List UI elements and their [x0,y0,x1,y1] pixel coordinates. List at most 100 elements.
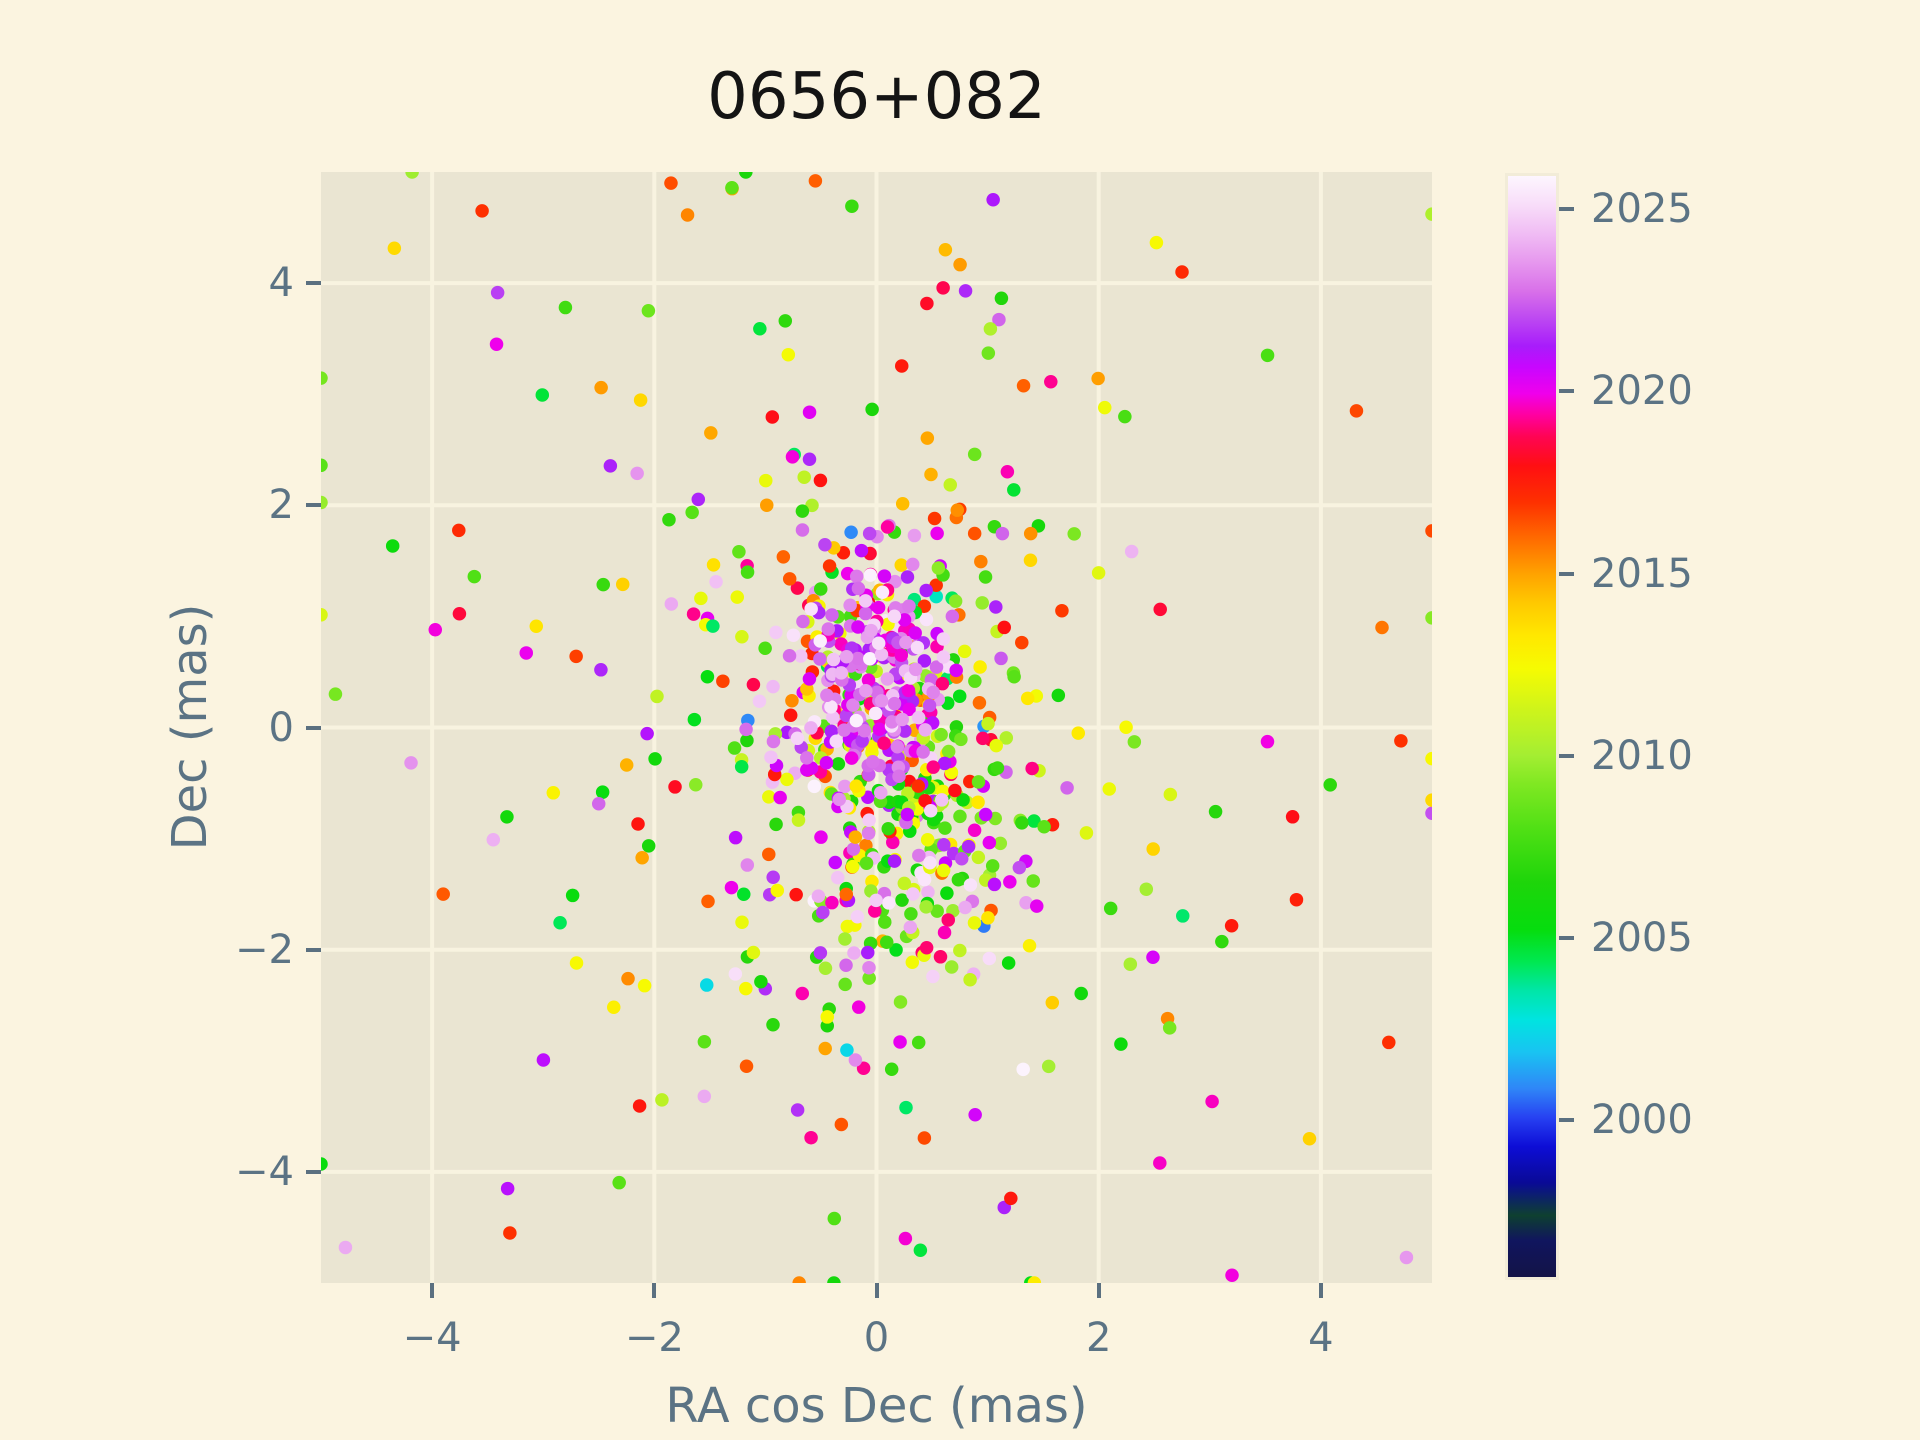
scatter-point [858,606,873,621]
scatter-point [753,321,767,336]
scatter-point [664,176,678,190]
scatter-point [1289,892,1304,907]
scatter-point [1001,956,1016,970]
scatter-point [1119,720,1133,735]
colorbar-tick-mark [1559,389,1574,394]
scatter-point [766,1018,780,1032]
scatter-point [911,779,926,793]
scatter-point [987,877,1002,892]
scatter-point [759,473,773,488]
scatter-point [820,688,834,703]
scatter-point [863,652,877,666]
scatter-point [880,672,895,686]
scatter-point [1045,995,1060,1010]
scatter-point [1375,620,1389,635]
scatter-point [791,813,806,827]
scatter-point [1016,378,1031,393]
scatter-point [900,807,915,822]
scatter-point [827,1211,842,1226]
scatter-point [838,977,852,992]
scatter-point [1026,874,1040,888]
scatter-point [887,609,902,624]
scatter-point [728,967,743,981]
scatter-point [974,554,988,569]
scatter-point [968,1107,982,1122]
scatter-point [1027,814,1041,828]
scatter-point [848,830,863,844]
scatter-point [922,698,937,713]
scatter-point [838,932,852,946]
scatter-point [781,347,796,362]
scatter-point [924,467,938,482]
scatter-point [740,858,755,872]
scatter-point [872,722,887,736]
scatter-point [893,1035,907,1049]
scatter-point [1102,782,1117,796]
scatter-point [930,904,944,918]
scatter-point [837,723,851,737]
scatter-point [1146,950,1160,964]
colorbar-tick-mark [1559,207,1574,212]
scatter-point [603,459,618,473]
scatter-point [730,590,744,604]
scatter-point [865,402,879,417]
scatter-point [338,1240,353,1255]
scatter-point [849,569,864,584]
scatter-point [884,1062,899,1076]
scatter-point [785,693,799,708]
scatter-point [739,981,753,996]
scatter-point [940,886,954,900]
scatter-point [770,883,785,898]
scatter-point [825,895,839,910]
scatter-point [1215,934,1229,949]
scatter-point [737,887,751,901]
scatter-point [820,1010,835,1024]
scatter-point [958,284,973,298]
x-tick-label: 2 [1085,1315,1112,1361]
scatter-point [591,796,606,811]
scatter-point [773,790,787,805]
scatter-point [878,915,892,929]
scatter-point [963,878,978,892]
scatter-point [1323,778,1337,792]
scatter-point [849,713,864,728]
scatter-point [766,734,781,749]
scatter-point [981,346,996,360]
scatter-point [558,300,573,315]
scatter-point [949,663,963,678]
colorbar-tick-mark [1559,571,1574,576]
scatter-point [926,760,940,774]
scatter-point [321,1157,328,1171]
scatter-point [961,839,976,854]
scatter-point [594,663,608,677]
scatter-point [1153,602,1167,617]
scatter-point [1091,566,1106,580]
scatter-point [1015,816,1029,830]
scatter-point [795,504,810,518]
scatter-point [655,1093,669,1107]
scatter-point [918,794,932,808]
scatter-point [990,761,1005,775]
scatter-point [867,904,882,918]
y-tick-mark [306,281,321,286]
scatter-point [846,698,860,712]
scatter-point [790,1103,805,1117]
scatter-point [1224,918,1239,933]
scatter-point [765,410,780,424]
scatter-point [762,790,776,804]
scatter-point [650,689,664,704]
y-tick-label: −4 [235,1148,294,1195]
scatter-point [795,986,810,1001]
scatter-point [709,574,723,589]
colorbar-tick-label: 2015 [1591,550,1693,597]
scatter-point [948,783,962,798]
scatter-point [769,625,783,640]
scatter-point [846,842,861,856]
scatter-point [1023,553,1038,568]
scatter-point [686,607,701,621]
scatter-point [1019,895,1033,910]
scatter-point [858,594,873,608]
scatter-point [1425,806,1432,820]
scatter-point [856,1061,871,1075]
scatter-point [913,1243,928,1258]
